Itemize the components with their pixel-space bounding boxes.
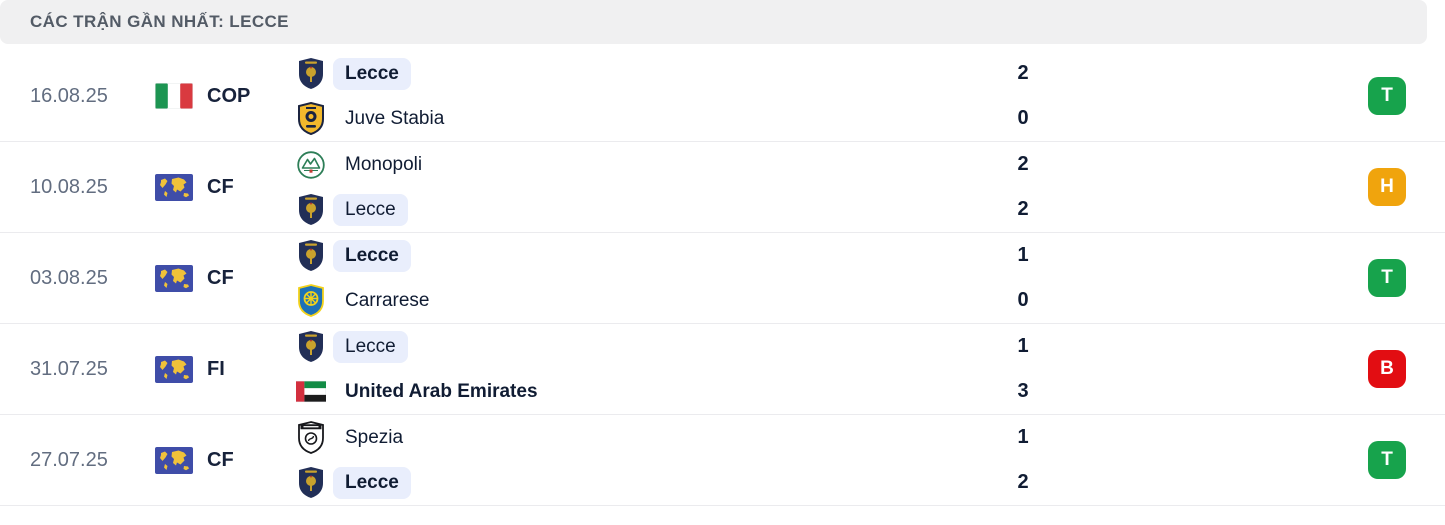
match-date: 27.07.25 <box>30 448 108 471</box>
uae-flag-icon <box>296 380 326 403</box>
match-row[interactable]: 16.08.25 COP <box>0 51 1445 142</box>
result-badge[interactable]: B <box>1368 350 1406 388</box>
lecce-logo-icon <box>296 239 326 272</box>
match-date: 03.08.25 <box>30 266 108 289</box>
recent-matches-widget: CÁC TRẬN GẦN NHẤT: LECCE 16.08.25 COP <box>0 0 1445 506</box>
competition-code: CF <box>207 448 234 471</box>
away-team: Lecce <box>296 463 1008 503</box>
team-name: Lecce <box>333 466 411 499</box>
home-score: 2 <box>1017 62 1029 84</box>
result-badge[interactable]: T <box>1368 77 1406 115</box>
lecce-logo-icon <box>296 330 326 363</box>
competition-code: FI <box>207 357 225 380</box>
match-row[interactable]: 31.07.25 FI <box>0 324 1445 415</box>
juve-stabia-logo-icon <box>296 102 326 135</box>
result-badge[interactable]: H <box>1368 168 1406 206</box>
match-date: 10.08.25 <box>30 175 108 198</box>
competition: CF <box>155 446 296 474</box>
scores: 1 3 <box>1008 327 1038 412</box>
monopoli-logo-icon <box>296 150 326 179</box>
team-name: Lecce <box>333 193 408 226</box>
scores: 2 0 <box>1008 54 1038 139</box>
match-date: 16.08.25 <box>30 84 108 107</box>
competition-code: COP <box>207 84 251 107</box>
world-flag-icon <box>155 264 193 292</box>
teams: Spezia Lecce <box>296 418 1008 503</box>
competition: CF <box>155 173 296 201</box>
lecce-logo-icon <box>296 57 326 90</box>
team-name: Lecce <box>333 330 408 363</box>
home-team: Lecce <box>296 54 1008 94</box>
away-score: 2 <box>1017 471 1029 493</box>
team-name: Lecce <box>333 57 411 90</box>
team-name: Monopoli <box>345 153 423 175</box>
home-team: Lecce <box>296 327 1008 367</box>
italy-flag-icon <box>155 83 193 109</box>
away-score: 0 <box>1017 289 1029 311</box>
team-name: United Arab Emirates <box>345 380 538 402</box>
away-score: 3 <box>1017 380 1029 402</box>
away-score: 2 <box>1017 198 1029 220</box>
lecce-logo-icon <box>296 466 326 499</box>
lecce-logo-icon <box>296 193 326 226</box>
home-score: 1 <box>1017 426 1029 448</box>
scores: 1 2 <box>1008 418 1038 503</box>
away-team: Juve Stabia <box>296 99 1008 139</box>
match-row[interactable]: 03.08.25 CF <box>0 233 1445 324</box>
home-team: Monopoli <box>296 145 1008 185</box>
home-score: 1 <box>1017 244 1029 266</box>
team-name: Juve Stabia <box>345 107 445 129</box>
team-name: Lecce <box>333 239 411 272</box>
section-header: CÁC TRẬN GẦN NHẤT: LECCE <box>0 0 1427 44</box>
teams: Monopoli Lecce <box>296 145 1008 230</box>
competition: FI <box>155 355 296 383</box>
teams: Lecce Carrarese <box>296 236 1008 321</box>
competition: CF <box>155 264 296 292</box>
competition-code: CF <box>207 175 234 198</box>
teams: Lecce United Arab Emirates <box>296 327 1008 412</box>
world-flag-icon <box>155 355 193 383</box>
match-list: 16.08.25 COP <box>0 51 1445 506</box>
home-team: Spezia <box>296 418 1008 458</box>
carrarese-logo-icon <box>296 284 326 317</box>
section-title: CÁC TRẬN GẦN NHẤT: LECCE <box>30 12 289 31</box>
away-team: United Arab Emirates <box>296 372 1008 412</box>
away-score: 0 <box>1017 107 1029 129</box>
spezia-logo-icon <box>296 421 326 454</box>
home-score: 2 <box>1017 153 1029 175</box>
result-badge[interactable]: T <box>1368 441 1406 479</box>
home-score: 1 <box>1017 335 1029 357</box>
teams: Lecce Juve Stabia <box>296 54 1008 139</box>
home-team: Lecce <box>296 236 1008 276</box>
away-team: Lecce <box>296 190 1008 230</box>
match-date: 31.07.25 <box>30 357 108 380</box>
team-name: Carrarese <box>345 289 430 311</box>
scores: 2 2 <box>1008 145 1038 230</box>
team-name: Spezia <box>345 426 404 448</box>
competition: COP <box>155 83 296 109</box>
away-team: Carrarese <box>296 281 1008 321</box>
competition-code: CF <box>207 266 234 289</box>
world-flag-icon <box>155 173 193 201</box>
scores: 1 0 <box>1008 236 1038 321</box>
match-row[interactable]: 27.07.25 CF <box>0 415 1445 506</box>
world-flag-icon <box>155 446 193 474</box>
result-badge[interactable]: T <box>1368 259 1406 297</box>
match-row[interactable]: 10.08.25 CF <box>0 142 1445 233</box>
